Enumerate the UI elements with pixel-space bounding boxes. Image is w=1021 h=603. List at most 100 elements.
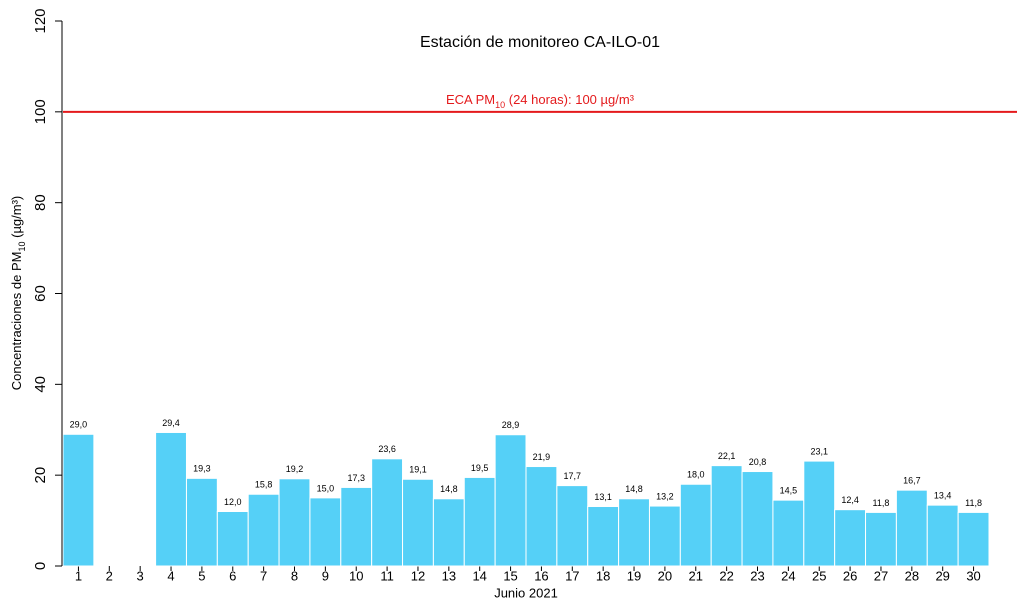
value-label: 11,8 [965, 498, 982, 508]
bar [216, 511, 249, 567]
bar [556, 485, 589, 567]
y-tick-label: 20 [32, 467, 49, 484]
value-label: 13,1 [594, 492, 612, 502]
x-tick-label: 2 [106, 568, 113, 583]
x-tick-label: 29 [935, 568, 949, 583]
bar [834, 509, 867, 567]
bar [865, 511, 897, 567]
value-label: 12,4 [841, 495, 859, 505]
value-label: 19,5 [471, 463, 489, 473]
bar [432, 498, 465, 567]
bar [247, 493, 280, 567]
y-tick-label: 60 [32, 285, 49, 302]
y-axis-label: Concentraciones de PM10 (µg/m³) [9, 196, 27, 391]
bar [772, 499, 805, 567]
bar [803, 460, 836, 567]
value-label: 11,8 [873, 498, 890, 508]
bar [525, 466, 558, 567]
x-tick-label: 12 [411, 568, 425, 583]
value-label: 17,7 [564, 471, 582, 481]
y-axis-label-part: Concentraciones de PM [9, 252, 24, 391]
bar [62, 433, 95, 567]
bar [710, 465, 743, 567]
bar [278, 478, 311, 567]
x-tick-label: 4 [167, 568, 174, 583]
value-label: 29,4 [162, 418, 180, 428]
x-tick-label: 26 [843, 568, 857, 583]
value-label: 20,8 [749, 457, 767, 467]
value-label: 19,3 [193, 464, 211, 474]
x-tick-label: 20 [658, 568, 672, 583]
value-label: 23,1 [810, 446, 828, 456]
x-tick-label: 8 [291, 568, 298, 583]
bar [648, 505, 681, 567]
x-tick-label: 14 [472, 568, 486, 583]
bar [679, 483, 712, 567]
x-tick-label: 18 [596, 568, 610, 583]
value-label: 29,0 [70, 420, 88, 430]
reference-line-label: ECA PM10 (24 horas): 100 µg/m³ [446, 92, 635, 110]
bar [587, 506, 620, 567]
bar [895, 489, 928, 567]
bar [494, 434, 527, 567]
y-tick-label: 80 [32, 194, 49, 211]
value-label: 14,5 [780, 486, 798, 496]
value-label: 17,3 [347, 473, 365, 483]
value-label: 16,7 [903, 476, 921, 486]
x-tick-label: 19 [627, 568, 641, 583]
x-tick-label: 11 [380, 568, 394, 583]
value-label: 12,0 [224, 497, 242, 507]
x-tick-label: 6 [229, 568, 236, 583]
bar [618, 498, 650, 567]
value-label: 15,8 [255, 480, 273, 490]
value-label: 13,4 [934, 491, 952, 501]
x-tick-label: 24 [781, 568, 795, 583]
x-tick-label: 10 [349, 568, 363, 583]
x-tick-label: 22 [719, 568, 733, 583]
x-tick-label: 7 [260, 568, 267, 583]
bar [926, 504, 959, 567]
value-label: 23,6 [378, 444, 396, 454]
y-axis-label-part: (µg/m³) [9, 196, 24, 242]
x-tick-label: 23 [750, 568, 764, 583]
value-label: 15,0 [317, 483, 335, 493]
x-axis-label: Junio 2021 [494, 585, 558, 600]
x-tick-label: 13 [442, 568, 456, 583]
x-tick-label: 15 [503, 568, 517, 583]
x-tick-label: 25 [812, 568, 826, 583]
bar [371, 458, 404, 567]
x-tick-label: 21 [689, 568, 703, 583]
x-tick-label: 3 [137, 568, 144, 583]
y-tick-label: 100 [32, 99, 49, 124]
y-tick-label: 0 [32, 562, 49, 570]
y-tick-label: 40 [32, 376, 49, 393]
bar [402, 478, 434, 567]
bar [155, 431, 187, 567]
value-label: 13,2 [656, 491, 674, 501]
x-tick-label: 17 [565, 568, 579, 583]
x-tick-label: 5 [198, 568, 205, 583]
reference-line-label-part: ECA PM [446, 92, 495, 107]
x-tick-label: 1 [75, 568, 82, 583]
x-tick-label: 16 [534, 568, 548, 583]
value-label: 14,8 [440, 484, 458, 494]
bar [340, 486, 373, 567]
bar [185, 477, 218, 567]
x-tick-label: 27 [874, 568, 888, 583]
x-tick-label: 30 [966, 568, 980, 583]
value-label: 19,1 [409, 465, 427, 475]
reference-line-label-part: (24 horas): 100 µg/m³ [505, 92, 635, 107]
bar [957, 511, 990, 567]
bar [463, 476, 496, 567]
y-axis-label-subscript: 10 [17, 242, 27, 252]
reference-line-label-subscript: 10 [495, 100, 505, 110]
x-tick-label: 28 [905, 568, 919, 583]
bar [309, 497, 342, 567]
x-tick-label: 9 [322, 568, 329, 583]
value-label: 19,2 [286, 464, 304, 474]
value-label: 28,9 [502, 420, 520, 430]
chart-title: Estación de monitoreo CA-ILO-01 [420, 34, 660, 51]
reference-line-label-group: ECA PM10 (24 horas): 100 µg/m³ [446, 92, 635, 110]
